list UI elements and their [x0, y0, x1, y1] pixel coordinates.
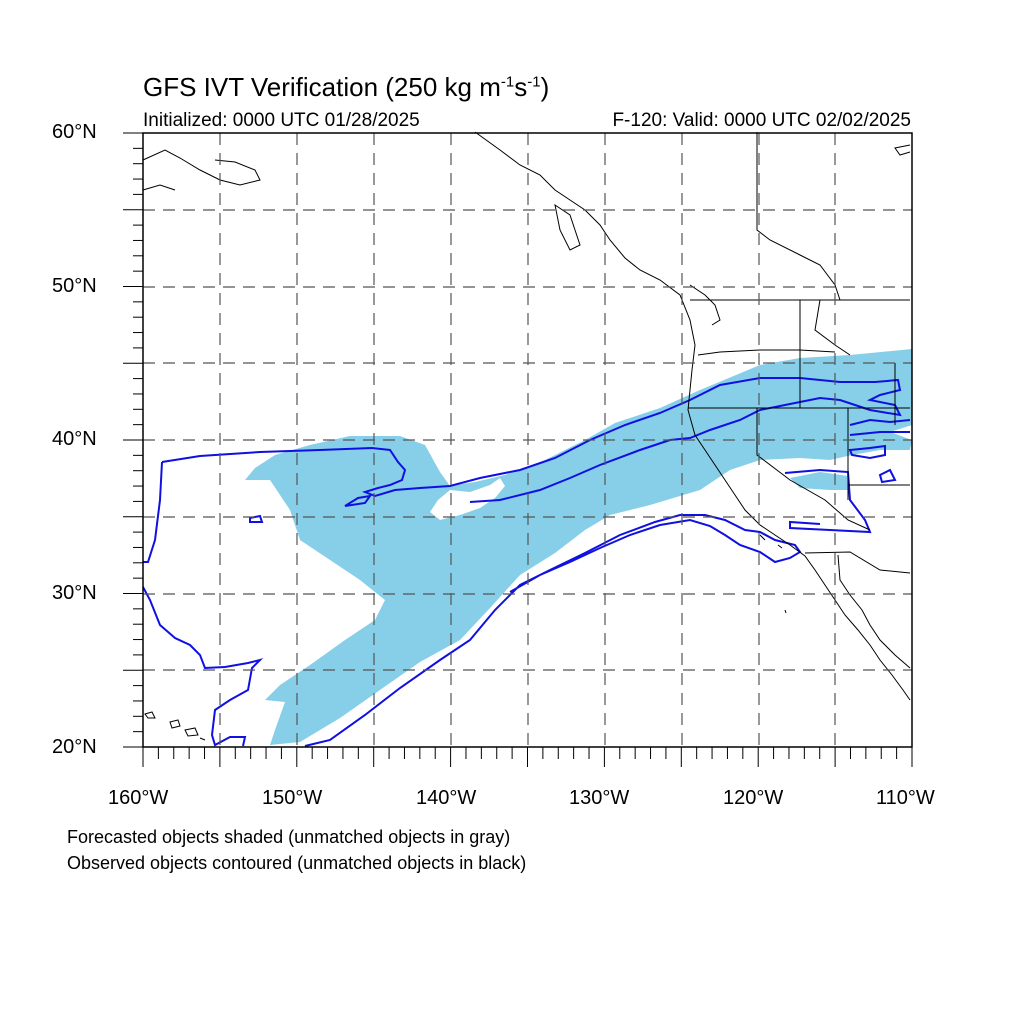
- axis-ticks: [123, 132, 913, 767]
- forecast-note: Forecasted objects shaded (unmatched obj…: [67, 827, 511, 847]
- lat-label-30n: 30°N: [52, 582, 97, 604]
- lon-label-160w: 160°W: [108, 787, 169, 809]
- valid-time: F-120: Valid: 0000 UTC 02/02/2025: [612, 110, 911, 131]
- observed-ivt-contours: [142, 377, 911, 747]
- lat-label-20n: 20°N: [52, 736, 97, 758]
- lon-label-120w: 120°W: [723, 787, 784, 809]
- lon-label-140w: 140°W: [416, 787, 477, 809]
- observed-note: Observed objects contoured (unmatched ob…: [67, 853, 527, 873]
- initialized-time: Initialized: 0000 UTC 01/28/2025: [143, 110, 420, 131]
- lat-label-60n: 60°N: [52, 121, 97, 143]
- forecast-ivt-object: [245, 349, 912, 745]
- chart-title: GFS IVT Verification (250 kg m-1s-1): [143, 72, 550, 102]
- lat-label-50n: 50°N: [52, 275, 97, 297]
- lat-label-40n: 40°N: [52, 428, 97, 450]
- lon-label-150w: 150°W: [262, 787, 323, 809]
- lon-label-110w: 110°W: [876, 787, 935, 809]
- gridlines: [143, 133, 912, 747]
- lon-label-130w: 130°W: [569, 787, 630, 809]
